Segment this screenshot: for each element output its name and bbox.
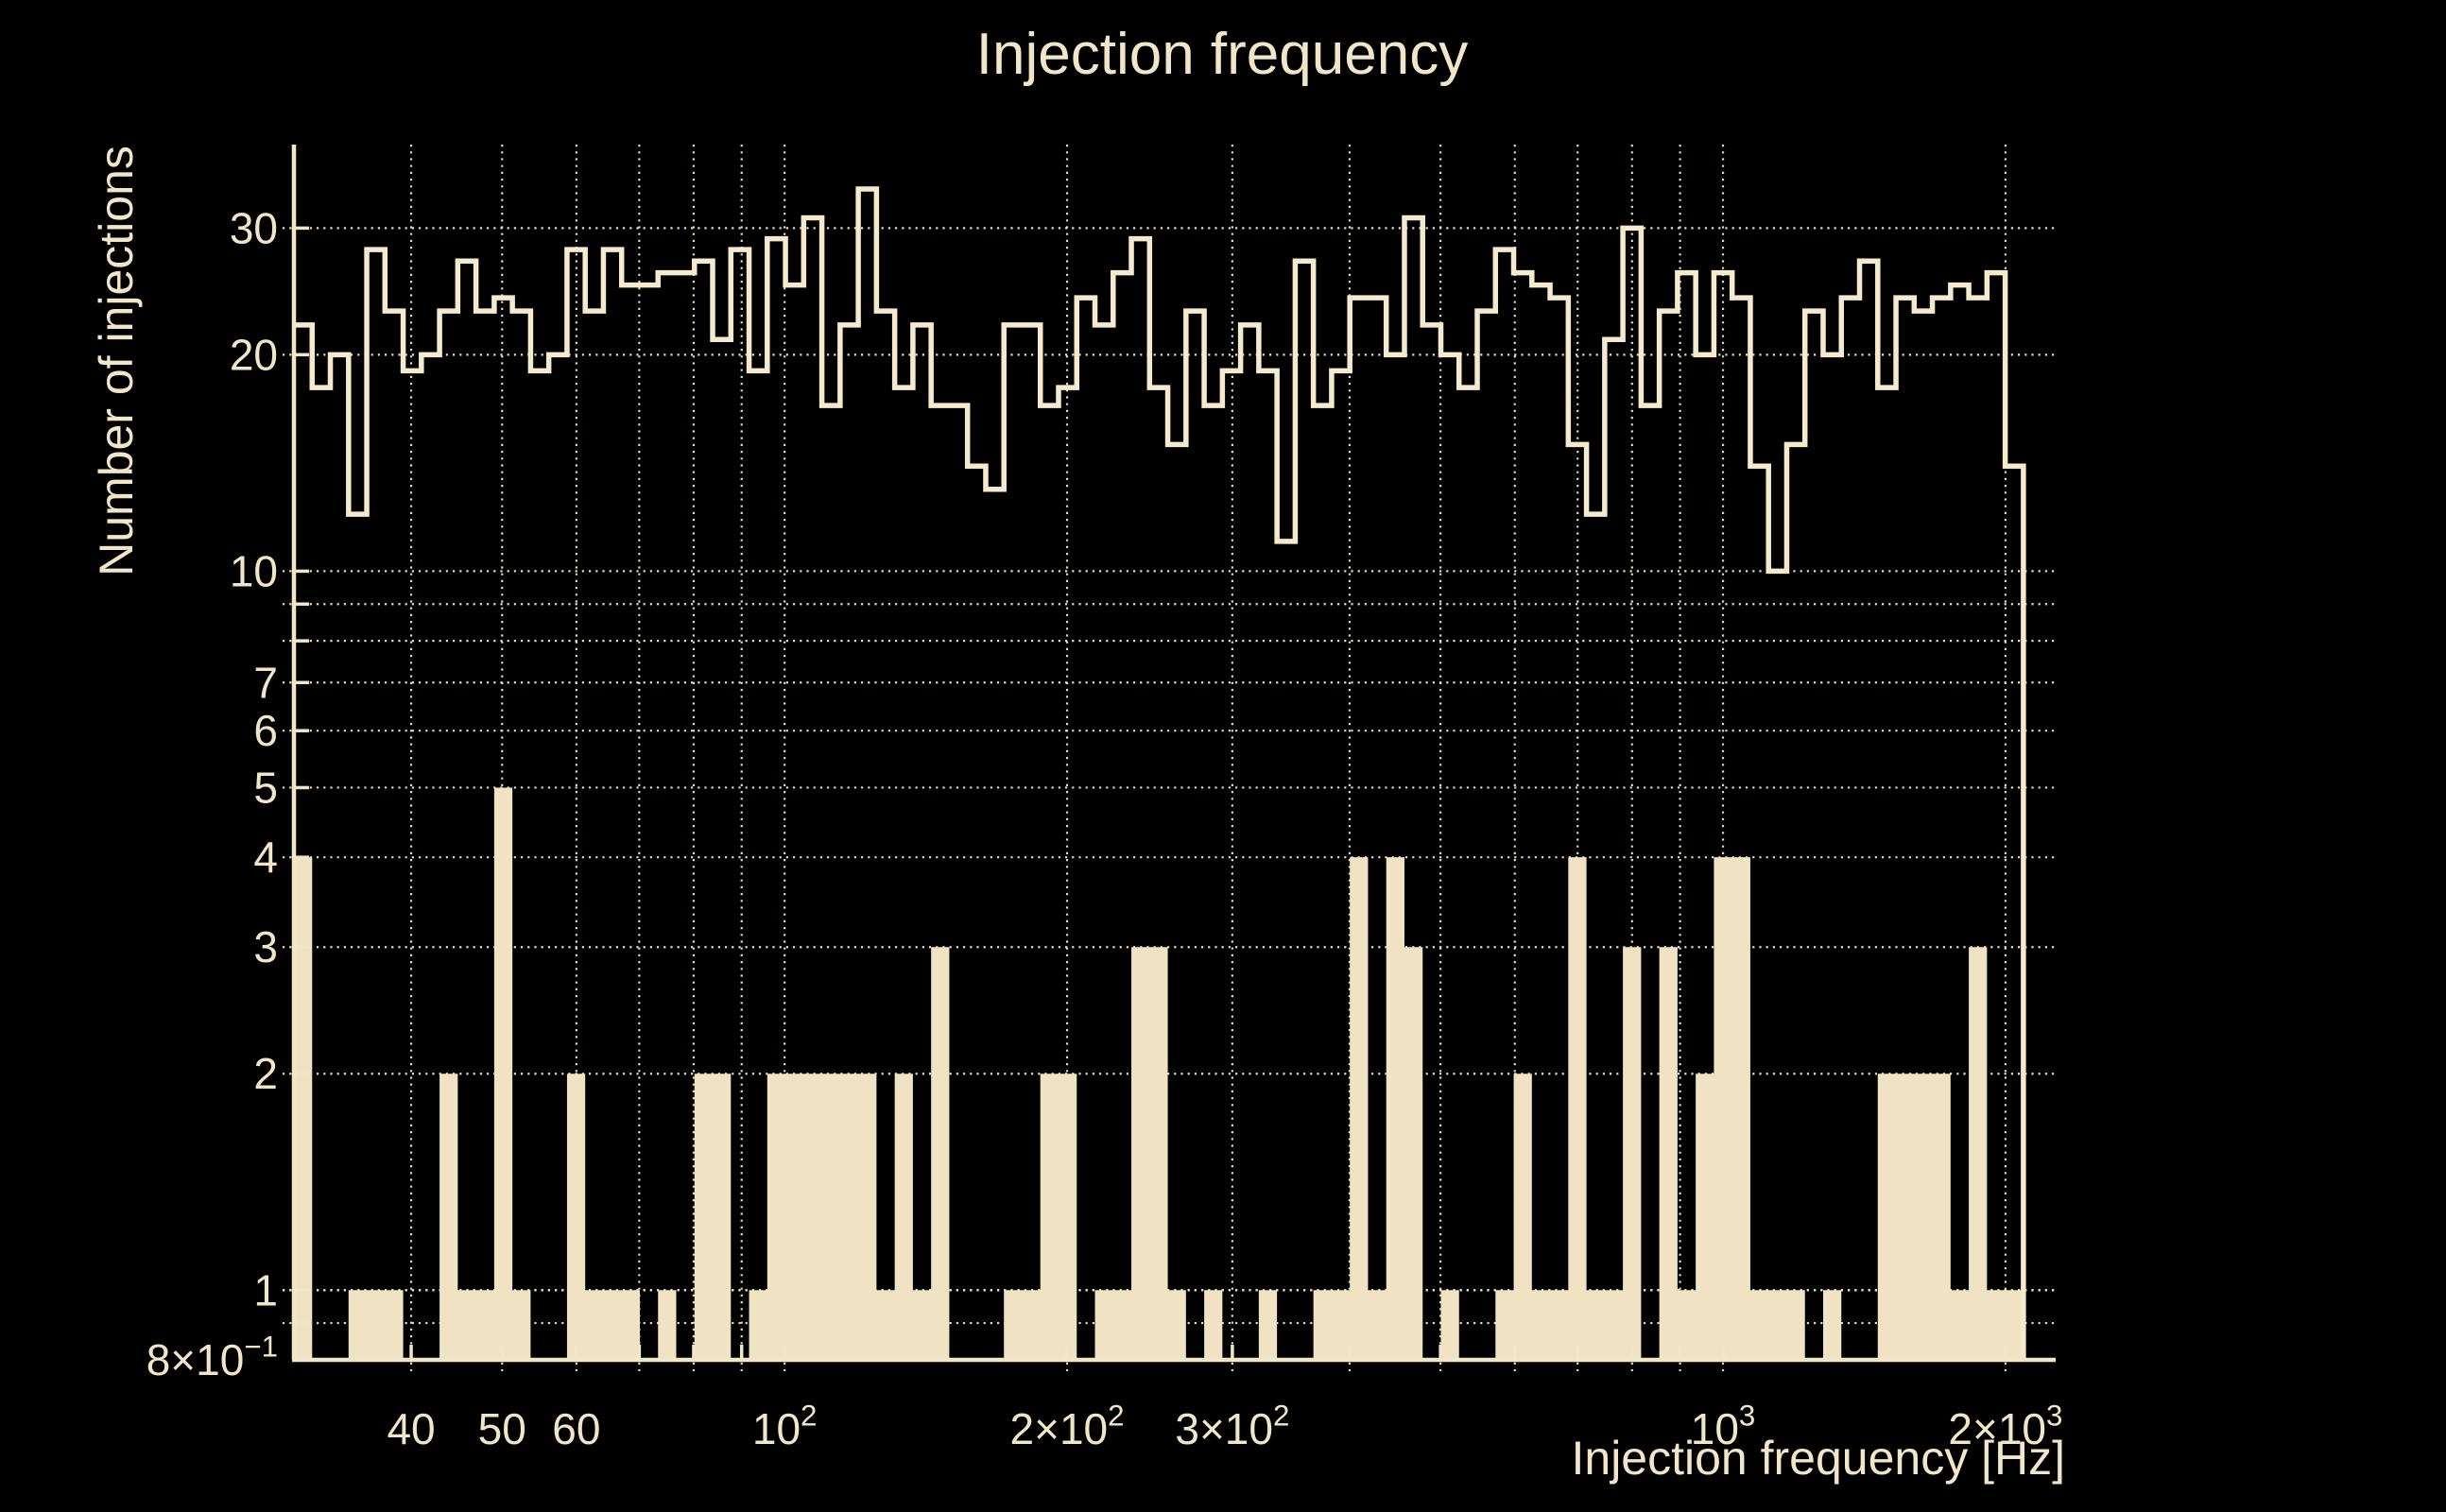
svg-text:50: 50	[478, 1404, 526, 1453]
svg-text:2×102: 2×102	[1010, 1400, 1125, 1453]
svg-text:10: 10	[230, 546, 278, 595]
chart-title: Injection frequency	[976, 22, 1468, 87]
svg-text:103: 103	[1691, 1400, 1756, 1453]
y-tick-labels: 30 20 10 76 5 4 3 2 1 8×10−1	[146, 203, 278, 1384]
y-axis-label: Number of injections	[90, 146, 143, 576]
svg-text:7: 7	[253, 658, 278, 707]
x-axis-label: Injection frequency [Hz]	[1572, 1432, 2066, 1485]
outline-histogram	[294, 186, 2026, 1360]
svg-text:3: 3	[253, 922, 278, 971]
svg-text:40: 40	[387, 1404, 435, 1453]
svg-text:60: 60	[552, 1404, 600, 1453]
axes	[291, 145, 2056, 1363]
svg-text:4: 4	[253, 833, 278, 882]
svg-text:102: 102	[752, 1400, 818, 1453]
filled-histogram	[294, 787, 2024, 1360]
svg-text:8×10−1: 8×10−1	[146, 1331, 278, 1384]
svg-text:2: 2	[253, 1049, 278, 1098]
svg-text:1: 1	[253, 1265, 278, 1314]
svg-text:20: 20	[230, 330, 278, 379]
x-tick-labels: 40 50 60 102 2×102 3×102 103 2×103	[387, 1400, 2062, 1453]
svg-text:2×103: 2×103	[1948, 1400, 2062, 1453]
svg-text:3×102: 3×102	[1175, 1400, 1289, 1453]
gridlines	[283, 145, 2056, 1371]
svg-text:5: 5	[253, 763, 278, 812]
svg-text:6: 6	[253, 706, 278, 755]
tick-marks	[294, 226, 2007, 1362]
svg-text:30: 30	[230, 203, 278, 252]
